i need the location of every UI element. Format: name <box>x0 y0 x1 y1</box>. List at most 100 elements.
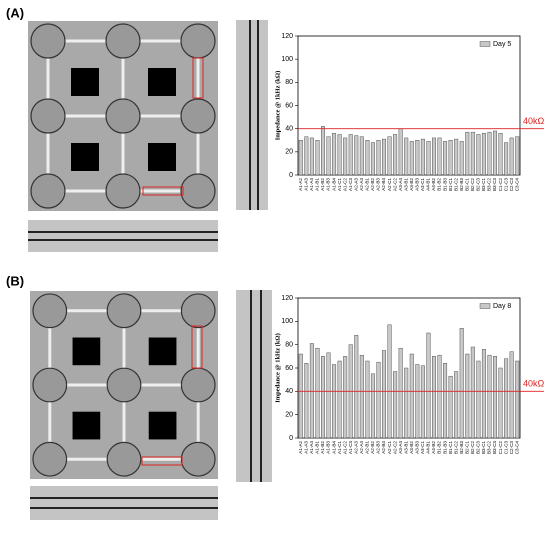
x-tick-label: B1-C2 <box>453 441 458 454</box>
x-tick-label: A1-B4 <box>331 178 336 191</box>
x-tick-label: C3-C4 <box>514 441 519 455</box>
bar <box>320 356 325 439</box>
bar <box>370 142 375 176</box>
x-tick-label: A1-A3 <box>304 441 309 454</box>
x-tick-label: B1-C1 <box>448 441 453 454</box>
x-tick-label: B2-C2 <box>470 441 475 454</box>
x-tick-label: A1-B4 <box>331 441 336 454</box>
bar <box>504 358 509 439</box>
x-tick-label: A3-B3 <box>415 441 420 454</box>
bar <box>320 126 325 176</box>
x-tick-label: A3-C1 <box>420 441 425 454</box>
x-tick-label: A1-A4 <box>309 178 314 191</box>
x-tick-label: A2-C1 <box>387 178 392 191</box>
x-tick-label: A2-B2 <box>370 441 375 454</box>
bar <box>459 328 464 439</box>
x-tick-label: A3-C1 <box>420 178 425 191</box>
x-tick-label: B2-C3 <box>476 441 481 454</box>
x-tick-label: A1-C1 <box>337 441 342 454</box>
x-tick-label: A1-B3 <box>326 178 331 191</box>
y-axis-label: Impedance @ 1kHz (kΩ) <box>274 333 281 403</box>
bar <box>448 375 453 439</box>
micrograph-a <box>28 20 268 252</box>
bar <box>443 141 448 176</box>
x-tick-label: A3-A4 <box>398 441 403 454</box>
x-tick-label: B1-B3 <box>442 178 447 191</box>
legend-label: Day 5 <box>493 41 511 48</box>
bar <box>415 140 420 176</box>
bar <box>409 141 414 176</box>
bar <box>343 356 348 439</box>
x-tick-label: B2-C3 <box>476 178 481 191</box>
bar <box>315 140 320 176</box>
bar <box>398 128 403 176</box>
bar <box>415 364 420 439</box>
bar <box>309 343 314 439</box>
bar <box>454 138 459 176</box>
bar <box>493 356 498 439</box>
bar <box>459 141 464 176</box>
x-tick-label: A2-A4 <box>359 178 364 191</box>
x-tick-label: A4-B2 <box>431 441 436 454</box>
x-tick-label: A1-A4 <box>309 441 314 454</box>
panel-label: (B) <box>6 273 24 288</box>
y-tick-label: 0 <box>289 172 293 179</box>
x-tick-label: B2-B3 <box>459 441 464 454</box>
x-tick-label: A2-B4 <box>381 178 386 191</box>
bar <box>337 134 342 176</box>
bar <box>515 136 520 176</box>
bar <box>315 347 320 439</box>
bar <box>487 131 492 176</box>
bar <box>354 335 359 439</box>
plot-frame <box>297 297 521 439</box>
y-tick-label: 20 <box>285 412 293 419</box>
bar <box>376 361 381 439</box>
x-tick-label: A1-A2 <box>298 441 303 454</box>
bar <box>354 135 359 176</box>
x-tick-label: A3-B1 <box>403 178 408 191</box>
x-tick-label: A2-B4 <box>381 441 386 454</box>
bar <box>443 363 448 439</box>
x-tick-label: B3-C1 <box>481 178 486 191</box>
bar <box>365 360 370 439</box>
bar <box>426 141 431 176</box>
x-tick-label: B3-C3 <box>492 441 497 454</box>
y-tick-label: 20 <box>285 149 293 156</box>
x-tick-label: A1-B2 <box>320 178 325 191</box>
bar <box>437 354 442 439</box>
x-tick-label: A1-C1 <box>337 178 342 191</box>
bar <box>387 136 392 176</box>
bar <box>448 140 453 176</box>
bar <box>382 350 387 439</box>
bar <box>409 353 414 439</box>
bar <box>393 371 398 439</box>
x-tick-label: C2-C3 <box>509 178 514 192</box>
bar <box>376 140 381 176</box>
x-tick-label: B1-B3 <box>442 441 447 454</box>
y-tick-label: 60 <box>285 102 293 109</box>
x-tick-label: A3-B2 <box>409 178 414 191</box>
bar <box>398 347 403 439</box>
bar <box>504 142 509 176</box>
bar <box>298 140 303 176</box>
y-axis-label: Impedance @ 1kHz (kΩ) <box>274 71 281 141</box>
y-tick-label: 40 <box>285 388 293 395</box>
bar <box>498 133 503 176</box>
bar <box>493 130 498 176</box>
x-tick-label: A2-C2 <box>392 441 397 454</box>
x-tick-label: A4-B2 <box>431 178 436 191</box>
bar <box>343 137 348 176</box>
bar <box>481 349 486 439</box>
x-tick-label: A2-B1 <box>365 441 370 454</box>
y-tick-label: 80 <box>285 79 293 86</box>
y-tick-label: 40 <box>285 126 293 133</box>
x-tick-label: A2-C1 <box>387 441 392 454</box>
bar <box>420 138 425 176</box>
bar <box>404 137 409 176</box>
x-tick-label: B1-C2 <box>453 178 458 191</box>
x-tick-label: A3-A4 <box>398 178 403 191</box>
bar <box>326 352 331 439</box>
bar <box>359 354 364 439</box>
x-tick-label: A3-B3 <box>415 178 420 191</box>
